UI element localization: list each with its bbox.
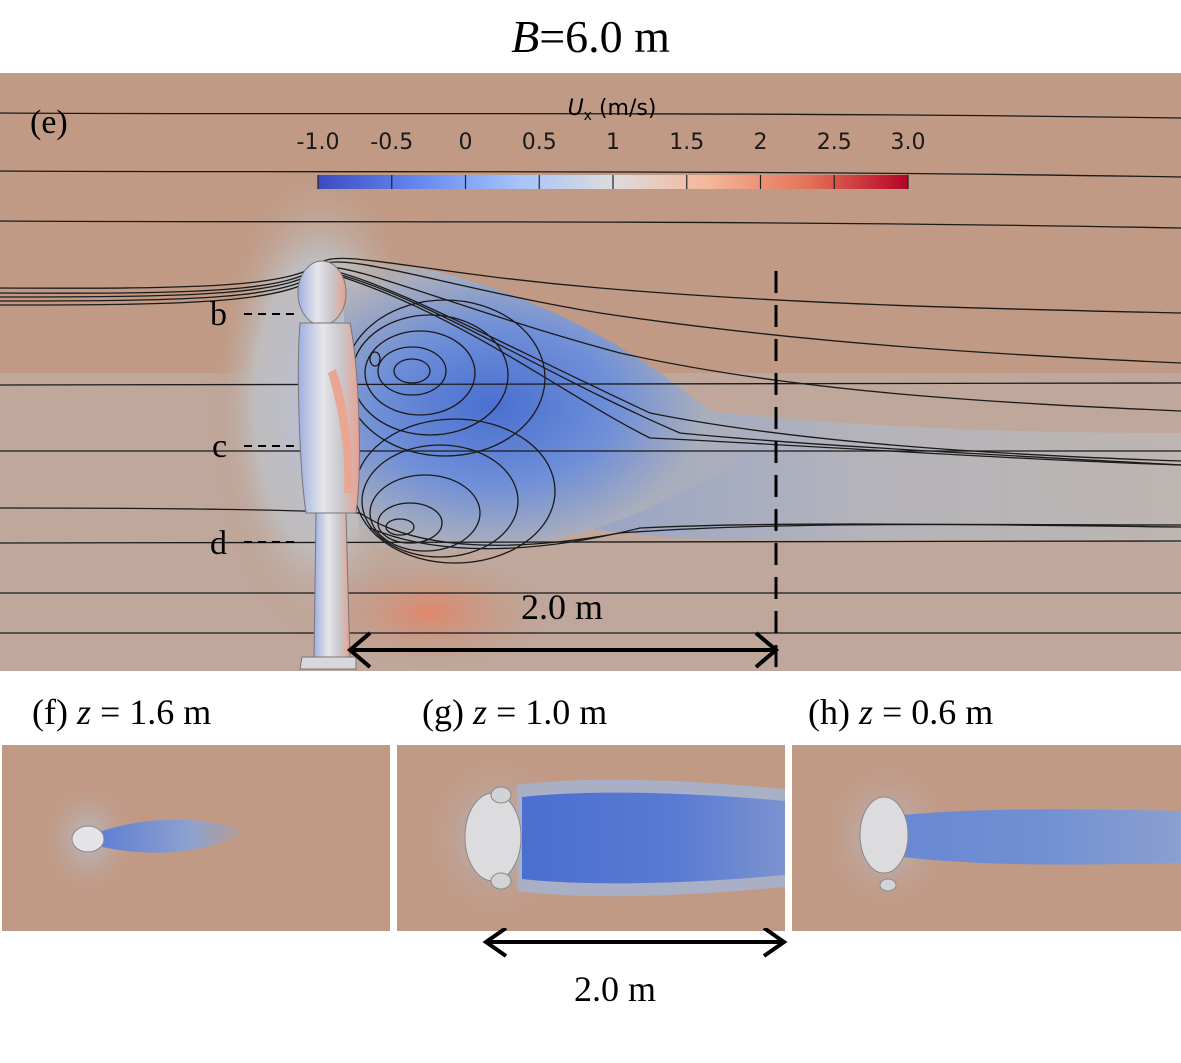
panel-f-head-section [71, 825, 105, 853]
wake-length-label: 2.0 m [521, 587, 603, 627]
height-marker-b: b [210, 296, 227, 333]
figure-title: B=6.0 m [0, 14, 1181, 60]
wake-length-arrow [346, 631, 780, 669]
panel-h-slice [792, 745, 1181, 931]
colorbar-tick-label: 0 [459, 130, 473, 155]
colorbar-tick-label: 2 [754, 130, 768, 155]
caption-h-tag: (h) [808, 692, 859, 732]
colorbar-tick-labels: -1.0 -0.5 0 0.5 1 1.5 2 2.5 3.0 [297, 130, 926, 155]
bottom-scale-label: 2.0 m [573, 969, 656, 1009]
caption-g-tag: (g) [422, 692, 473, 732]
height-marker-c: c [212, 428, 227, 465]
colorbar-tick-label: 1.5 [669, 130, 704, 155]
caption-f-value: = 1.6 m [90, 692, 212, 732]
colorbar-tick-label: -0.5 [370, 130, 413, 155]
caption-f-var: z [76, 692, 91, 732]
main-flow-panel: Ux (m/s) -1.0 -0.5 0 0.5 1 1.5 2 2.5 3.0 (e) b c… [0, 73, 1181, 671]
panel-h-wake [902, 809, 1181, 865]
human-figure [297, 260, 360, 670]
panel-e-tag: (e) [30, 104, 68, 141]
bottom-scale-arrow [482, 928, 788, 958]
caption-h-var: z [858, 692, 873, 732]
caption-g: (g) z = 1.0 m [422, 694, 607, 730]
colorbar-tick-label: -1.0 [297, 130, 340, 155]
height-marker-lines [244, 313, 300, 543]
caption-f-tag: (f) [32, 692, 77, 732]
colorbar-tick-label: 0.5 [522, 130, 557, 155]
panel-h-hand [879, 878, 897, 892]
colorbar-title-var: U [568, 96, 584, 121]
colorbar-tick-label: 2.5 [817, 130, 852, 155]
title-variable: B [511, 11, 540, 62]
panel-g-arm-bottom [490, 872, 512, 890]
panel-g-body-section [464, 792, 522, 882]
height-marker-d: d [210, 525, 227, 562]
colorbar-title: Ux (m/s) [568, 96, 657, 124]
panel-g-svg [397, 745, 785, 931]
caption-h: (h) z = 0.6 m [808, 694, 993, 730]
panel-g-arm-top [490, 786, 512, 804]
caption-g-var: z [472, 692, 487, 732]
caption-g-value: = 1.0 m [487, 692, 608, 732]
panel-g-slice [397, 745, 785, 931]
colorbar-tick-label: 3.0 [891, 130, 926, 155]
colorbar-ticks [317, 175, 909, 189]
caption-f: (f) z = 1.6 m [32, 694, 211, 730]
panel-g-wake [522, 792, 785, 884]
panel-f-slice [2, 745, 390, 931]
main-flow-svg: Ux (m/s) -1.0 -0.5 0 0.5 1 1.5 2 2.5 3.0 (e) b c… [0, 73, 1181, 671]
caption-h-value: = 0.6 m [873, 692, 994, 732]
streamlines [0, 112, 1181, 635]
panel-h-body-section [859, 796, 909, 874]
title-value: =6.0 m [539, 11, 670, 62]
panel-f-wake [102, 819, 252, 853]
colorbar-title-sub: x [584, 108, 592, 124]
panel-h-svg [792, 745, 1181, 931]
colorbar-tick-label: 1 [606, 130, 620, 155]
leg-acceleration-zone [310, 558, 550, 668]
colorbar-title-unit: (m/s) [592, 96, 656, 121]
panel-f-svg [2, 745, 390, 931]
